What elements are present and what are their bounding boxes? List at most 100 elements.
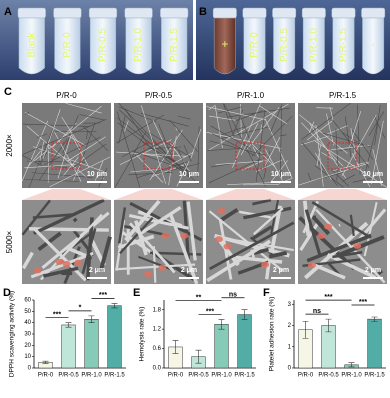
fiber — [348, 110, 362, 149]
platelet — [161, 232, 170, 239]
fiber — [148, 132, 192, 159]
fiber — [82, 123, 95, 158]
y-tick-label: 1.2 — [153, 327, 162, 333]
y-tick-label: 60 — [24, 298, 31, 304]
fiber — [32, 213, 76, 219]
fiber — [208, 103, 289, 151]
bar — [237, 314, 252, 369]
y-axis-label: Platelet adhesion rate (%) — [269, 297, 276, 372]
fiber — [117, 122, 186, 174]
scale-bar-label: 2 μm — [181, 267, 197, 274]
fiber — [86, 131, 88, 139]
fiber — [365, 121, 378, 173]
fiber — [175, 127, 178, 131]
fiber — [241, 160, 264, 171]
fiber — [265, 136, 281, 166]
fiber — [176, 160, 190, 187]
significance-label: *** — [324, 294, 332, 301]
fiber — [260, 124, 262, 133]
fiber — [51, 122, 77, 149]
fiber — [255, 109, 266, 182]
y-tick-label: 0 — [288, 366, 292, 372]
x-tick-label: P/R-1.5 — [104, 373, 125, 379]
fiber — [94, 160, 104, 181]
fiber — [232, 103, 261, 168]
scale-bar-label: 2 μm — [273, 267, 289, 274]
scale-bar-label: 10 μm — [271, 171, 291, 178]
platelet — [74, 259, 83, 266]
fiber — [349, 214, 355, 237]
fiber — [71, 143, 107, 169]
fiber — [22, 119, 107, 155]
fiber — [30, 251, 94, 279]
column-header: P/R-1.0 — [237, 91, 265, 100]
fiber — [159, 154, 176, 162]
fiber — [252, 207, 284, 236]
tube-cap — [272, 7, 297, 19]
fiber — [32, 146, 105, 172]
row-label: 2000× — [5, 134, 14, 157]
fiber — [309, 121, 315, 133]
fiber — [24, 112, 86, 146]
fiber — [177, 115, 191, 120]
fiber — [259, 105, 288, 125]
fiber — [270, 104, 283, 133]
bar — [214, 324, 229, 369]
tube — [54, 17, 81, 75]
scale-bar-label: 2 μm — [365, 267, 381, 274]
fiber — [40, 213, 103, 281]
tube-label: P/R-1.0 — [308, 28, 319, 62]
x-tick-label: P/R-1.5 — [234, 373, 255, 379]
fiber — [43, 136, 101, 166]
fiber — [227, 182, 272, 185]
fiber — [134, 220, 148, 256]
fiber — [304, 209, 322, 256]
panel-label: C — [4, 86, 12, 98]
tube — [362, 17, 385, 75]
scale-bar-label: 10 μm — [179, 171, 199, 178]
platelet — [353, 242, 362, 249]
fiber — [363, 202, 378, 257]
fiber — [72, 217, 78, 223]
fiber — [141, 105, 167, 184]
fiber — [183, 144, 192, 162]
fiber — [264, 118, 293, 179]
y-tick-label: 0.6 — [153, 346, 162, 352]
fiber — [240, 116, 253, 145]
fiber — [186, 201, 197, 261]
x-tick-label: P/R-0.5 — [188, 373, 209, 379]
tube — [273, 17, 296, 75]
fiber — [342, 174, 355, 182]
error-bar — [302, 320, 309, 339]
row-label: 5000× — [5, 230, 14, 253]
fiber — [302, 200, 311, 236]
panel-label: D — [3, 287, 11, 299]
column-header: P/R-1.5 — [329, 91, 357, 100]
scale-bar-label: 2 μm — [89, 267, 105, 274]
fiber — [350, 128, 357, 157]
tube — [89, 17, 117, 75]
fiber — [250, 249, 255, 258]
fiber — [182, 200, 190, 260]
fiber — [49, 156, 111, 188]
platelet — [217, 208, 226, 215]
x-tick-label: P/R-1.0 — [81, 373, 102, 379]
fiber — [39, 148, 49, 165]
fiber — [37, 231, 62, 252]
fiber — [371, 120, 384, 185]
platelet — [33, 267, 42, 274]
fiber — [217, 106, 243, 114]
panel-label: E — [133, 287, 140, 299]
scale-bar-label: 10 μm — [363, 171, 383, 178]
fiber — [215, 160, 267, 165]
fiber — [280, 106, 282, 178]
fiber — [61, 116, 82, 148]
tube-cap — [124, 7, 153, 19]
fiber — [298, 162, 369, 186]
fiber — [33, 198, 105, 235]
fiber — [219, 126, 246, 137]
error-bar — [371, 316, 378, 322]
fiber — [311, 215, 331, 236]
y-tick-label: 40 — [24, 320, 31, 326]
